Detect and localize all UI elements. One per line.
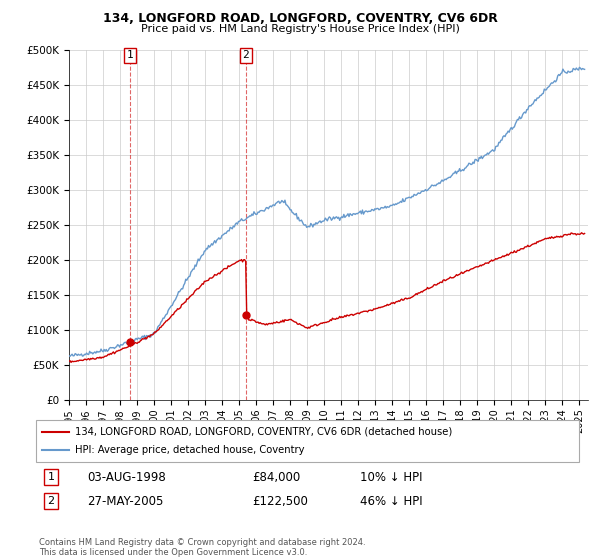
Text: Price paid vs. HM Land Registry's House Price Index (HPI): Price paid vs. HM Land Registry's House … [140, 24, 460, 34]
Text: 1: 1 [47, 472, 55, 482]
Text: 134, LONGFORD ROAD, LONGFORD, COVENTRY, CV6 6DR (detached house): 134, LONGFORD ROAD, LONGFORD, COVENTRY, … [75, 427, 452, 437]
Text: £122,500: £122,500 [252, 494, 308, 508]
Text: Contains HM Land Registry data © Crown copyright and database right 2024.
This d: Contains HM Land Registry data © Crown c… [39, 538, 365, 557]
Text: 03-AUG-1998: 03-AUG-1998 [87, 470, 166, 484]
Text: 134, LONGFORD ROAD, LONGFORD, COVENTRY, CV6 6DR: 134, LONGFORD ROAD, LONGFORD, COVENTRY, … [103, 12, 497, 25]
Text: £84,000: £84,000 [252, 470, 300, 484]
Text: 10% ↓ HPI: 10% ↓ HPI [360, 470, 422, 484]
Text: 1: 1 [127, 50, 133, 60]
Text: 2: 2 [47, 496, 55, 506]
Text: 2: 2 [242, 50, 250, 60]
Text: 27-MAY-2005: 27-MAY-2005 [87, 494, 163, 508]
Text: HPI: Average price, detached house, Coventry: HPI: Average price, detached house, Cove… [75, 445, 305, 455]
Text: 46% ↓ HPI: 46% ↓ HPI [360, 494, 422, 508]
